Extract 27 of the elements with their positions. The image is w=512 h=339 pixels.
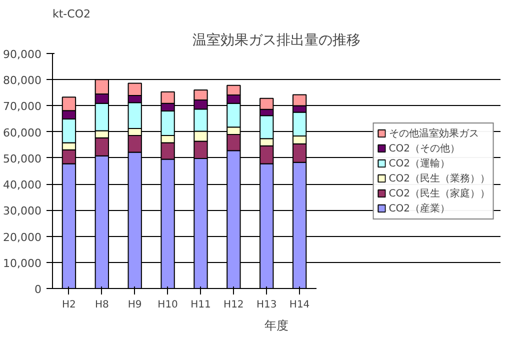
y-tick-label: 30,000 [3, 204, 42, 218]
x-tick-label: H9 [128, 300, 142, 310]
y-axis-title: kt-CO2 [52, 8, 90, 20]
x-tick-label: H12 [224, 300, 244, 310]
x-tick-label: H14 [289, 300, 310, 310]
y-tick-label: 0 [34, 283, 42, 296]
y-tick-label: 50,000 [3, 152, 42, 166]
chart-title: 温室効果ガス排出量の推移 [192, 32, 360, 48]
legend-label: CO2（運輸） [388, 157, 450, 170]
y-tick-label: 90,000 [3, 48, 42, 61]
legend-label: CO2（その他） [388, 142, 460, 155]
x-tick-label: H10 [158, 300, 178, 310]
legend-label: CO2（民生（業務）） [388, 172, 490, 185]
y-tick-label: 10,000 [3, 256, 42, 270]
legend-label: CO2（産業） [388, 202, 450, 215]
y-tick-label: 20,000 [3, 230, 42, 244]
y-tick-label: 60,000 [3, 126, 42, 140]
y-tick-label: 80,000 [3, 74, 42, 88]
legend-label: その他温室効果ガス [388, 127, 479, 140]
y-tick-label: 70,000 [3, 100, 42, 114]
legend-label: CO2（民生（家庭）） [388, 187, 490, 200]
y-tick-label: 40,000 [3, 178, 42, 192]
x-tick-label: H2 [62, 300, 76, 310]
x-tick-label: H8 [94, 300, 109, 310]
x-tick-label: H11 [190, 300, 211, 310]
x-tick-label: H13 [256, 300, 277, 310]
x-axis-title: 年度 [264, 318, 288, 332]
